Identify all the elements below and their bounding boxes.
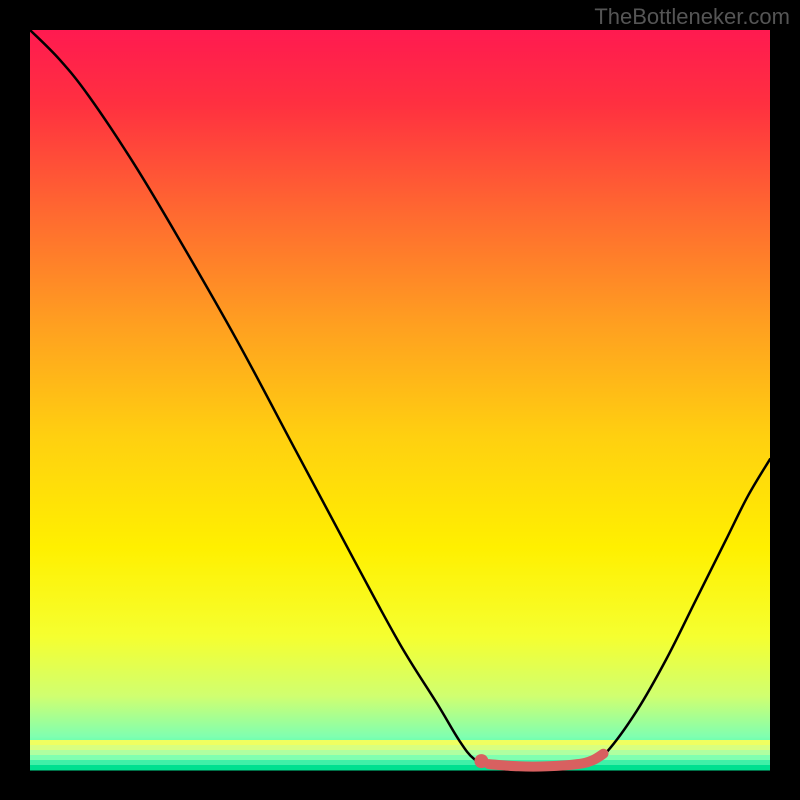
gradient-stripe	[30, 740, 770, 746]
chart-container: TheBottleneker.com	[0, 0, 800, 800]
gradient-stripe	[30, 760, 770, 766]
watermark-text: TheBottleneker.com	[594, 4, 790, 30]
gradient-stripe	[30, 755, 770, 761]
plot-area	[30, 30, 770, 770]
gradient-stripe	[30, 750, 770, 756]
gradient-stripe	[30, 745, 770, 751]
bottleneck-chart	[0, 0, 800, 800]
gradient-stripe	[30, 765, 770, 771]
highlight-dot	[474, 754, 488, 768]
